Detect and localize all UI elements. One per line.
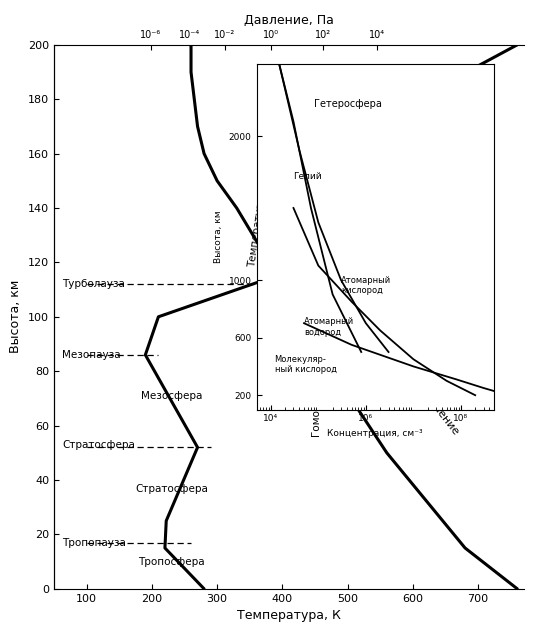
- Text: Давление: Давление: [417, 387, 461, 438]
- X-axis label: Давление, Па: Давление, Па: [244, 14, 334, 28]
- Text: Молекуляр-
ный кислород: Молекуляр- ный кислород: [274, 355, 336, 374]
- Text: Гелий: Гелий: [293, 172, 322, 181]
- Text: Стратосфера: Стратосфера: [63, 440, 136, 450]
- Text: Гетеросфера: Гетеросфера: [314, 99, 382, 109]
- Text: Гетеросфера: Гетеросфера: [311, 95, 321, 167]
- Text: Атомарный
кислород: Атомарный кислород: [341, 276, 391, 295]
- X-axis label: Температура, К: Температура, К: [237, 609, 341, 622]
- X-axis label: Концентрация, см⁻³: Концентрация, см⁻³: [327, 429, 423, 438]
- Text: Стратосфера: Стратосфера: [135, 484, 208, 493]
- Text: Атомарный
водород: Атомарный водород: [304, 317, 354, 337]
- Text: Тропосфера: Тропосфера: [138, 557, 205, 567]
- Text: Гомосфера: Гомосфера: [311, 376, 321, 436]
- Text: Мезопауза: Мезопауза: [63, 350, 121, 360]
- Text: Тропопауза: Тропопауза: [63, 538, 126, 548]
- Y-axis label: Высота, км: Высота, км: [10, 280, 23, 353]
- Text: Температура: Температура: [248, 195, 267, 268]
- Text: Турболауза: Турболауза: [63, 279, 125, 289]
- Text: Мезосфера: Мезосфера: [141, 391, 202, 401]
- Y-axis label: Высота, км: Высота, км: [214, 211, 223, 263]
